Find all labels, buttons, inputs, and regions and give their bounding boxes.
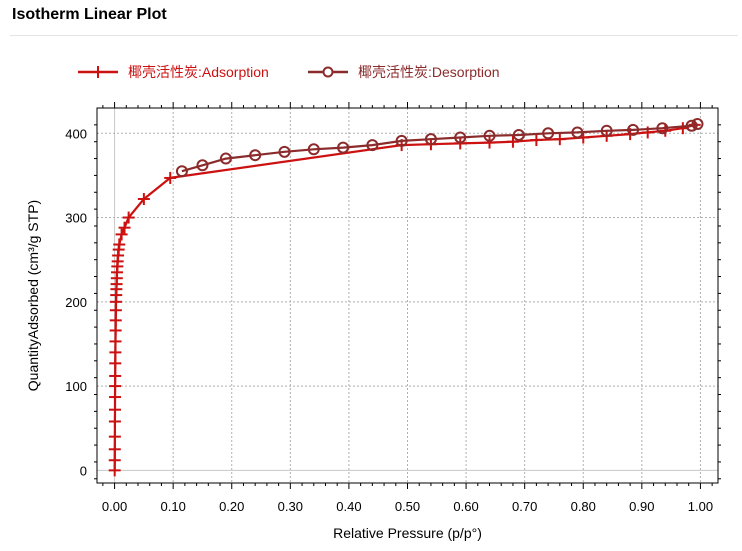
x-tick-label: 0.20 [219, 499, 244, 514]
legend[interactable]: 椰壳活性炭:Adsorption 椰壳活性炭:Desorption [78, 64, 500, 80]
panel-title: Isotherm Linear Plot [12, 6, 167, 23]
adsorption-point [122, 211, 135, 224]
y-tick-label: 200 [65, 295, 87, 310]
adsorption-point [164, 171, 177, 184]
adsorption-point [553, 133, 566, 146]
adsorption-point [109, 335, 122, 348]
adsorption-point [109, 314, 122, 327]
legend-desorption-marker [322, 66, 334, 78]
desorption-point [196, 159, 209, 172]
legend-desorption-label: 椰壳活性炭:Desorption [358, 64, 500, 80]
x-tick-label: 0.80 [571, 499, 596, 514]
adsorption-point [109, 346, 122, 359]
desorption-point [512, 128, 525, 141]
x-tick-label: 0.10 [161, 499, 186, 514]
desorption-point [249, 149, 262, 162]
axes: 0.00 0.10 0.20 0.30 0.40 0.50 0.60 0.70 0.80 0.90… [65, 102, 721, 514]
desorption-point [685, 119, 698, 132]
adsorption-point [109, 369, 122, 382]
adsorption-point [108, 464, 121, 477]
adsorption-point [113, 238, 126, 251]
adsorption-line [113, 123, 695, 471]
adsorption-point [109, 324, 122, 337]
x-tick-label: 1.00 [688, 499, 713, 514]
desorption-point [307, 143, 320, 156]
adsorption-point [108, 454, 121, 467]
adsorption-point [109, 380, 122, 393]
x-tick-label: 0.50 [395, 499, 420, 514]
x-tick-label: 0.70 [512, 499, 537, 514]
desorption-point [656, 122, 669, 135]
grid [97, 108, 718, 483]
desorption-point [219, 152, 232, 165]
y-tick-label: 100 [65, 379, 87, 394]
x-tick-label: 0.90 [629, 499, 654, 514]
adsorption-point [506, 135, 519, 148]
desorption-point [483, 129, 496, 142]
legend-item-desorption[interactable]: 椰壳活性炭:Desorption [308, 64, 500, 80]
x-axis-label: Relative Pressure (p/p°) [333, 525, 482, 541]
desorption-point [600, 124, 613, 137]
adsorption-point [108, 430, 121, 443]
desorption-point [454, 131, 467, 144]
adsorption-point [109, 391, 122, 404]
y-tick-label: 300 [65, 211, 87, 226]
title-divider [10, 35, 738, 36]
desorption-point [571, 126, 584, 139]
adsorption-point [659, 124, 672, 137]
adsorption-point [108, 443, 121, 456]
adsorption-point [108, 403, 121, 416]
adsorption-point [109, 357, 122, 370]
series-layer [108, 118, 704, 477]
desorption-point [627, 123, 640, 136]
adsorption-point [115, 228, 128, 241]
adsorption-point [108, 415, 121, 428]
x-tick-label: 0.40 [336, 499, 361, 514]
y-tick-label: 0 [80, 463, 87, 478]
adsorption-point [483, 136, 496, 149]
desorption-point [337, 141, 350, 154]
desorption-point [542, 127, 555, 140]
x-tick-label: 0.00 [102, 499, 127, 514]
desorption-point [424, 133, 437, 146]
x-tick-label: 0.60 [453, 499, 478, 514]
y-tick-label: 400 [65, 126, 87, 141]
x-tick-label: 0.30 [278, 499, 303, 514]
legend-adsorption-label: 椰壳活性炭:Adsorption [128, 64, 269, 80]
adsorption-point [137, 193, 150, 206]
desorption-point [278, 145, 291, 158]
legend-item-adsorption[interactable]: 椰壳活性炭:Adsorption [78, 64, 269, 80]
y-axis-label: QuantityAdsorbed (cm³/g STP) [25, 200, 41, 391]
adsorption-point [530, 134, 543, 147]
desorption-point [366, 139, 379, 152]
desorption-point [395, 134, 408, 147]
desorption-line [181, 122, 698, 173]
desorption-point [691, 118, 704, 131]
desorption-point [175, 165, 188, 178]
adsorption-point [118, 221, 131, 234]
